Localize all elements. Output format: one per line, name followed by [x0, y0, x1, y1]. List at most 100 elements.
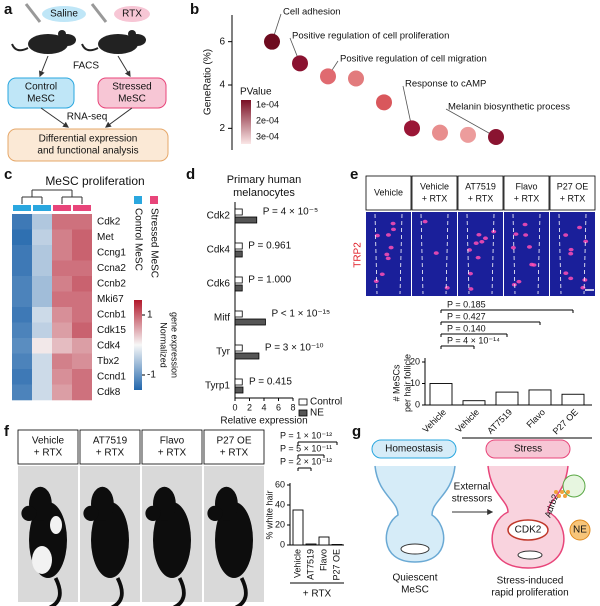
x-tick-label: P27 OE — [331, 549, 341, 581]
bar — [305, 543, 317, 546]
heatmap-cell — [72, 369, 92, 385]
heatmap-cell — [32, 307, 52, 323]
heatmap-cell — [12, 214, 32, 230]
gene-label: Cdk8 — [97, 387, 121, 398]
heatmap-cell — [32, 214, 52, 230]
colorbar-tick-label: -1 — [147, 370, 156, 381]
rnaseq-label: RNA-seq — [67, 112, 108, 123]
bubble — [488, 129, 504, 145]
gene-label: Cdk15 — [97, 325, 126, 336]
chart-title: Primary human — [227, 174, 302, 186]
follicle-outline — [445, 213, 449, 295]
p-value: P = 0.185 — [447, 299, 486, 309]
column-header — [503, 175, 550, 211]
p-value: P = 0.140 — [447, 323, 486, 333]
legend-label: NE — [310, 408, 324, 419]
column-label: AT7519 — [93, 436, 128, 447]
cell — [517, 550, 543, 560]
legend-label: Control — [310, 397, 342, 408]
bar — [234, 344, 243, 352]
y-tick-label: 4 — [219, 80, 225, 91]
heatmap-cell — [72, 384, 92, 401]
annotation: Cell adhesion — [283, 7, 341, 18]
legend-swatch — [298, 409, 308, 417]
heatmap-cell — [52, 384, 72, 401]
p-value: P = 3 × 10⁻¹⁰ — [265, 343, 324, 354]
heatmap-cell — [72, 214, 92, 230]
legend-label: 3e-04 — [256, 131, 279, 141]
mouse-tail — [171, 577, 186, 606]
rtx-bubble — [114, 6, 150, 22]
group-label: + RTX — [303, 589, 332, 600]
facs-label: FACS — [73, 61, 99, 72]
syringe — [24, 3, 42, 23]
trp2-cell — [384, 252, 390, 257]
heatmap-cell — [12, 245, 32, 261]
column-label: Flavo — [515, 181, 537, 191]
heatmap-cell — [52, 353, 72, 370]
heatmap-cell — [52, 260, 72, 277]
heatmap-cell — [32, 353, 52, 370]
column-header — [549, 175, 596, 211]
trp2-cell — [482, 236, 488, 241]
bar — [234, 276, 243, 284]
p-value: P = 2 × 10⁻¹² — [280, 456, 332, 466]
column-header — [79, 429, 141, 465]
outcome-label: rapid proliferation — [491, 588, 568, 599]
column-label: Vehicle — [420, 181, 449, 191]
follicle-outline — [466, 213, 470, 295]
column-label: + RTX — [468, 193, 494, 203]
trp2-cell — [444, 286, 450, 290]
stress-label: Stress — [514, 444, 542, 455]
y-tick-label: Cdk4 — [207, 245, 231, 256]
trp2-cell — [385, 233, 391, 237]
p-value: P = 0.961 — [248, 241, 291, 252]
trp2-cell — [568, 251, 574, 256]
group-label: Stressed MeSC — [148, 208, 159, 278]
column-header — [365, 175, 412, 211]
y-tick-label: Cdk2 — [207, 211, 231, 222]
bar — [561, 393, 585, 406]
mouse-body — [214, 501, 254, 579]
rtx-label: RTX — [122, 9, 142, 20]
y-axis-label: % white hair — [264, 490, 274, 539]
gene-label: Cdk2 — [97, 216, 121, 227]
p-value: P < 1 × 10⁻¹⁵ — [271, 309, 330, 320]
column-label: AT7519 — [465, 181, 496, 191]
trp2-cell — [422, 219, 428, 224]
column-label: Vehicle — [32, 436, 65, 447]
heatmap-cell — [52, 369, 72, 385]
heatmap-cell — [32, 338, 52, 354]
y-tick-label: Tyr — [216, 347, 231, 358]
trp2-cell — [388, 245, 394, 250]
quiescent-label: Quiescent — [392, 573, 437, 584]
heatmap-cell — [72, 338, 92, 354]
bar — [234, 208, 243, 216]
outcome-label: Stress-induced — [497, 576, 564, 587]
trp2-cell — [385, 256, 391, 261]
follicle-outline — [374, 213, 378, 295]
bar — [318, 536, 330, 546]
colorbar-label: Normalized — [159, 322, 169, 368]
trp2-cell — [379, 272, 385, 277]
ne-circle — [569, 519, 591, 541]
panel-label: a — [4, 1, 13, 18]
group-bar — [73, 205, 91, 211]
y-tick-label: 0 — [280, 539, 285, 549]
homeostasis-label: Homeostasis — [385, 444, 443, 455]
trp2-cell — [467, 271, 473, 276]
panel-label: g — [352, 423, 361, 440]
bar — [234, 310, 243, 318]
bubble — [460, 126, 476, 143]
heatmap-cell — [72, 229, 92, 246]
heatmap-cell — [72, 245, 92, 261]
bubble — [320, 68, 336, 85]
ne-vesicle — [557, 494, 561, 498]
quiescent-cell — [400, 543, 430, 555]
trp2-cell — [568, 247, 574, 252]
gene-label: Ccnb2 — [97, 278, 126, 289]
bubble — [432, 124, 448, 141]
follicle-outline — [399, 213, 403, 295]
heatmap-cell — [12, 276, 32, 292]
